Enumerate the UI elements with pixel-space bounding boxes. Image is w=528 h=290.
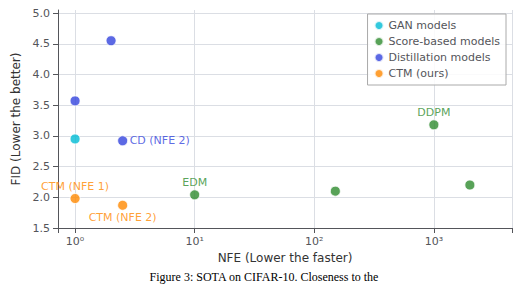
svg-text:NFE (Lower the faster): NFE (Lower the faster) [218,251,353,265]
svg-text:CTM (NFE 1): CTM (NFE 1) [41,180,109,193]
svg-text:10²: 10² [305,235,323,248]
svg-text:Score-based models: Score-based models [389,35,501,48]
svg-text:GAN models: GAN models [389,19,457,32]
svg-text:3.5: 3.5 [33,99,51,112]
svg-text:2.0: 2.0 [33,191,51,204]
svg-text:CD (NFE 2): CD (NFE 2) [130,134,190,147]
svg-text:Distillation models: Distillation models [389,51,491,64]
svg-text:10¹: 10¹ [185,235,203,248]
svg-text:Figure 3: SOTA on CIFAR-10. Cl: Figure 3: SOTA on CIFAR-10. Closeness to… [150,270,379,284]
svg-text:5.0: 5.0 [33,7,51,20]
svg-text:10³: 10³ [425,235,443,248]
svg-text:CTM (ours): CTM (ours) [389,67,449,80]
svg-text:EDM: EDM [182,176,207,189]
svg-text:CTM (NFE 2): CTM (NFE 2) [89,211,157,224]
svg-text:1.5: 1.5 [33,222,51,235]
svg-text:10⁰: 10⁰ [66,235,85,248]
svg-text:DDPM: DDPM [417,106,450,119]
svg-text:FID (Lower the better): FID (Lower the better) [9,53,23,186]
svg-text:2.5: 2.5 [33,160,51,173]
svg-text:4.0: 4.0 [33,68,51,81]
svg-text:4.5: 4.5 [33,37,51,50]
svg-text:3.0: 3.0 [33,129,51,142]
